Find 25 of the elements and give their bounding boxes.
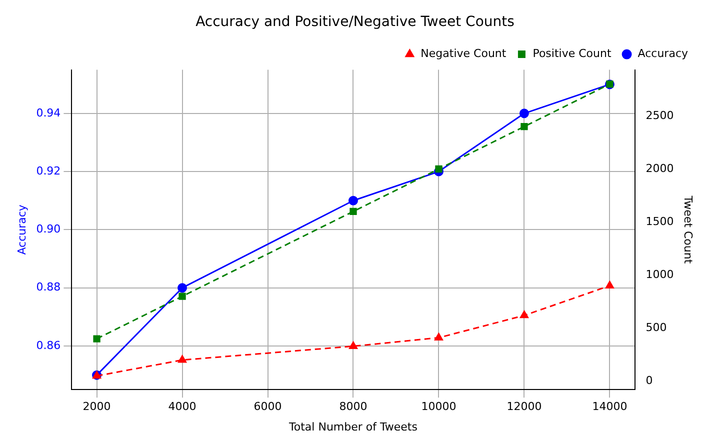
y-tick-label: 0.90: [36, 222, 61, 236]
x-tick-label: 6000: [254, 400, 282, 414]
y2-tick-label: 0: [646, 374, 653, 388]
y2-tick-label: 2000: [646, 162, 674, 175]
x-tick-label: 14000: [592, 400, 628, 414]
y2-axis-title: Tweet Count: [682, 194, 695, 264]
x-axis-title: Total Number of Tweets: [288, 420, 418, 434]
x-tick-label: 4000: [168, 400, 196, 414]
legend-label: Positive Count: [532, 47, 612, 60]
x-tick-label: 8000: [339, 400, 368, 414]
y-tick-label: 0.86: [36, 338, 61, 352]
y2-tick-label: 1000: [646, 268, 674, 281]
y-tick-label: 0.88: [36, 280, 61, 294]
y2-tick-label: 500: [646, 321, 667, 334]
x-tick-label: 10000: [421, 400, 456, 414]
legend-label: Accuracy: [638, 47, 688, 60]
x-tick-label: 2000: [82, 400, 111, 414]
y-tick-label: 0.92: [36, 164, 61, 178]
chart-title: Accuracy and Positive/Negative Tweet Counts: [196, 14, 514, 30]
y-tick-label: 0.94: [36, 106, 61, 120]
x-tick-label: 12000: [506, 400, 542, 414]
y2-tick-label: 1500: [646, 214, 674, 228]
legend-label: Negative Count: [420, 47, 507, 60]
y-axis-title: Accuracy: [15, 204, 28, 255]
y2-tick-label: 2500: [646, 108, 674, 122]
